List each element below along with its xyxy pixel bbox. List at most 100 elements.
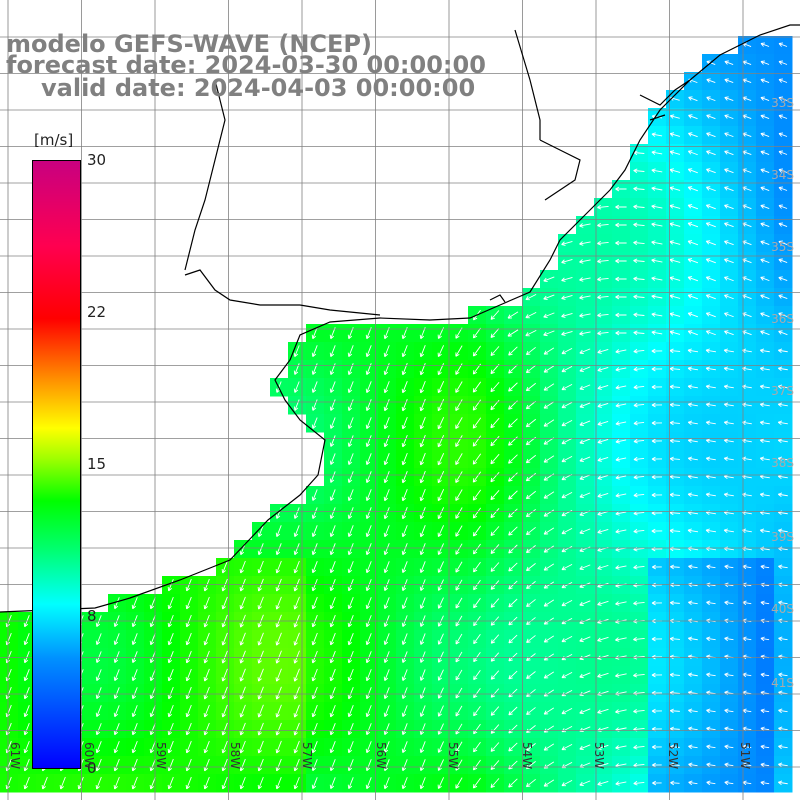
wind-arrow [401, 687, 408, 699]
wind-arrow [113, 687, 120, 700]
wind-arrow [221, 686, 228, 700]
wind-arrow [651, 600, 662, 606]
wind-arrow [95, 687, 102, 700]
wind-arrow [149, 740, 156, 754]
wind-arrow [329, 543, 336, 556]
wind-arrow [455, 705, 463, 717]
wind-arrow [561, 599, 573, 607]
wind-arrow [383, 579, 390, 592]
wind-arrow [383, 417, 390, 430]
colorbar-tick: 0 [87, 759, 97, 777]
wind-arrow [651, 708, 662, 714]
wind-arrow [185, 632, 192, 646]
wind-arrow [525, 311, 537, 319]
wind-arrow [311, 561, 318, 574]
wind-arrow [455, 525, 463, 537]
wind-arrow [167, 578, 174, 592]
wind-arrow [365, 489, 372, 502]
wind-arrow [615, 673, 627, 678]
wind-arrow [561, 258, 573, 264]
wind-arrow [490, 598, 500, 608]
wind-arrow [760, 258, 770, 264]
wind-arrow [473, 652, 481, 663]
wind-arrow [131, 651, 138, 664]
wind-arrow [490, 652, 500, 662]
wind-arrow [687, 528, 699, 534]
wind-arrow [670, 762, 680, 768]
wind-arrow [455, 561, 463, 573]
wind-arrow [778, 132, 788, 137]
wind-arrow [437, 669, 444, 681]
wind-arrow [347, 561, 354, 574]
wind-arrow [597, 258, 609, 264]
wind-arrow [221, 596, 228, 610]
wind-arrow [185, 596, 192, 610]
wind-arrow [579, 744, 591, 751]
longitude-label: 57W [300, 742, 314, 770]
wind-arrow [275, 560, 282, 574]
wind-arrow [401, 525, 408, 538]
wind-arrow [455, 651, 463, 663]
wind-arrow [221, 776, 228, 790]
wind-arrow [419, 506, 426, 520]
wind-arrow [239, 686, 246, 700]
wind-arrow [724, 294, 734, 300]
wind-arrow [490, 453, 500, 465]
wind-arrow [419, 741, 426, 754]
wind-arrow [437, 705, 444, 717]
wind-arrow [777, 456, 788, 462]
wind-arrow [705, 276, 716, 282]
wind-arrow [365, 525, 372, 538]
wind-arrow [724, 222, 734, 228]
wind-arrow [561, 276, 573, 282]
wind-arrow [651, 636, 663, 642]
wind-arrow [365, 471, 372, 484]
wind-arrow [311, 777, 318, 790]
wind-arrow [633, 780, 645, 786]
wind-arrow [706, 78, 716, 84]
wind-arrow [490, 508, 500, 519]
wind-arrow [778, 186, 788, 191]
wind-arrow [473, 687, 481, 699]
wind-arrow [778, 168, 788, 173]
wind-arrow [113, 705, 120, 718]
wind-arrow [724, 186, 734, 192]
wind-arrow [760, 168, 770, 173]
wind-arrow [203, 668, 210, 682]
wind-arrow [543, 491, 555, 499]
wind-arrow [525, 490, 536, 500]
wind-arrow [329, 381, 336, 393]
wind-arrow [490, 346, 500, 357]
wind-arrow [383, 687, 390, 700]
map-title: modelo GEFS-WAVE (NCEP) [6, 30, 372, 58]
wind-arrow [705, 222, 716, 228]
wind-arrow [293, 650, 300, 664]
wind-arrow [526, 563, 536, 572]
wind-arrow [490, 706, 500, 716]
wind-arrow [669, 330, 681, 335]
wind-arrow [347, 381, 354, 393]
wind-arrow [401, 669, 408, 681]
wind-arrow [561, 347, 573, 355]
wind-arrow [688, 132, 698, 138]
wind-arrow [365, 417, 372, 430]
wind-arrow [401, 561, 408, 574]
wind-arrow [561, 527, 573, 535]
wind-arrow [633, 222, 645, 228]
wind-arrow [561, 491, 573, 499]
wind-arrow [525, 454, 537, 464]
wind-arrow [311, 722, 318, 736]
wind-arrow [347, 759, 354, 772]
wind-arrow [347, 741, 354, 754]
wind-arrow [275, 507, 282, 519]
wind-arrow [95, 633, 102, 645]
longitude-label: 51W [738, 742, 752, 770]
wind-arrow [724, 708, 734, 714]
wind-arrow [651, 402, 663, 408]
wind-arrow [293, 381, 300, 393]
wind-arrow [615, 276, 627, 282]
wind-arrow [455, 777, 463, 789]
wind-arrow [221, 650, 228, 664]
wind-arrow [293, 345, 300, 357]
wind-arrow [365, 705, 372, 718]
